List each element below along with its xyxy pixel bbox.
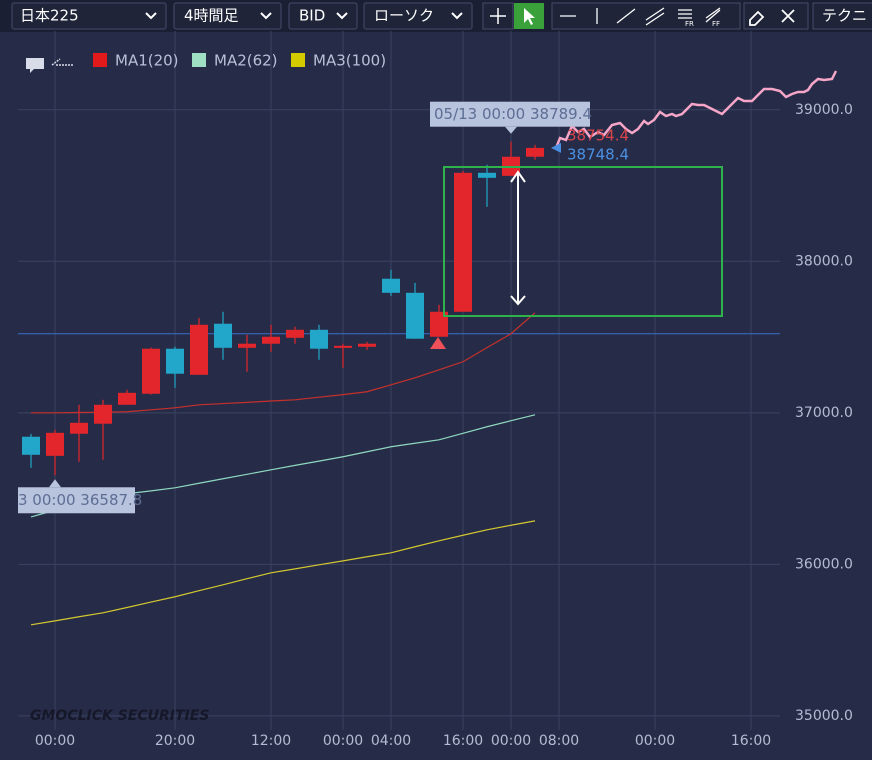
timeframe: 4時間足	[184, 7, 239, 25]
candle-body	[334, 345, 352, 348]
candle-body	[262, 336, 280, 344]
candle-body	[526, 147, 544, 157]
arrow-drawing	[510, 170, 526, 306]
erase-tools[interactable]	[743, 2, 809, 30]
hide-icon[interactable]	[51, 58, 74, 66]
high-label: 05/13 00:00 38789.4	[434, 105, 592, 123]
legend-label: MA2(62)	[214, 52, 278, 70]
candle-body	[454, 172, 472, 312]
legend-swatch	[192, 53, 206, 67]
x-tick-label: 08:00	[539, 733, 579, 749]
bid-marker	[551, 142, 561, 153]
ma-line	[30, 520, 536, 626]
legend-label: MA3(100)	[313, 52, 386, 70]
y-tick-label: 39000.0	[795, 102, 853, 118]
candle-body	[406, 292, 424, 339]
signal-marker	[430, 337, 446, 349]
x-tick-label: 16:00	[731, 733, 771, 749]
tooltip-pointer	[49, 479, 61, 488]
candle-body	[46, 432, 64, 456]
x-tick-label: 16:00	[443, 733, 483, 749]
ff-icon: FF	[712, 20, 720, 28]
technical-button[interactable]: テクニ	[812, 2, 872, 30]
symbol-select[interactable]: 日本225	[11, 2, 167, 30]
tooltip-box	[18, 487, 135, 514]
legend-swatch	[291, 53, 305, 67]
candle-body	[430, 311, 448, 337]
comment-icon[interactable]	[26, 58, 44, 73]
watermark: GMOCLICK SECURITIES	[30, 708, 209, 724]
box-drawing	[443, 166, 723, 317]
timeframe-select[interactable]: 4時間足	[173, 2, 282, 30]
ask-label: 38754.4	[567, 127, 629, 145]
x-tick-label: 00:00	[635, 733, 675, 749]
drawings	[443, 70, 838, 317]
y-tick-label: 37000.0	[795, 405, 853, 421]
projection-drawing	[554, 70, 838, 149]
candle-body	[190, 324, 208, 375]
ma-line	[31, 312, 536, 414]
candle-body	[22, 436, 40, 455]
low-label: 3 00:00 36587.8	[18, 491, 142, 509]
candle-body	[286, 329, 304, 338]
legend-label: MA1(20)	[115, 52, 179, 70]
y-tick-label: 36000.0	[795, 556, 853, 572]
technical: テクニ	[822, 7, 867, 25]
side: BID	[299, 7, 325, 25]
style-select[interactable]: ローソク	[363, 2, 473, 30]
candle-body	[382, 278, 400, 293]
x-tick-label: 00:00	[491, 733, 531, 749]
x-tick-label: 00:00	[323, 733, 363, 749]
plot	[18, 31, 780, 730]
candle-body	[214, 323, 232, 348]
candle-body	[478, 172, 496, 178]
x-tick-label: 20:00	[155, 733, 195, 749]
symbol: 日本225	[20, 7, 79, 25]
candle-body	[142, 348, 160, 394]
tooltip-box	[430, 101, 590, 127]
candle-body	[70, 422, 88, 434]
x-tick-label: 00:00	[35, 733, 75, 749]
bid-label: 38748.4	[567, 145, 629, 163]
candle-body	[118, 392, 136, 405]
candle-body	[94, 404, 112, 424]
candle-body	[358, 343, 376, 347]
crosshair-button[interactable]	[482, 2, 514, 30]
fr-icon: FR	[685, 20, 694, 28]
candle-body	[310, 329, 328, 349]
y-tick-label: 38000.0	[795, 253, 853, 269]
chart-style: ローソク	[374, 7, 434, 25]
x-tick-label: 12:00	[251, 733, 291, 749]
side-select[interactable]: BID	[288, 2, 358, 30]
candle-body	[166, 348, 184, 374]
candle-body	[238, 343, 256, 348]
tooltip-pointer	[505, 126, 517, 134]
y-tick-label: 35000.0	[795, 708, 853, 724]
x-tick-label: 04:00	[371, 733, 411, 749]
draw-tools[interactable]: FR FF	[551, 2, 741, 30]
legend: MA1(20) MA2(62) MA3(100)	[26, 52, 386, 73]
legend-swatch	[93, 53, 107, 67]
pointer-button[interactable]	[514, 3, 544, 29]
